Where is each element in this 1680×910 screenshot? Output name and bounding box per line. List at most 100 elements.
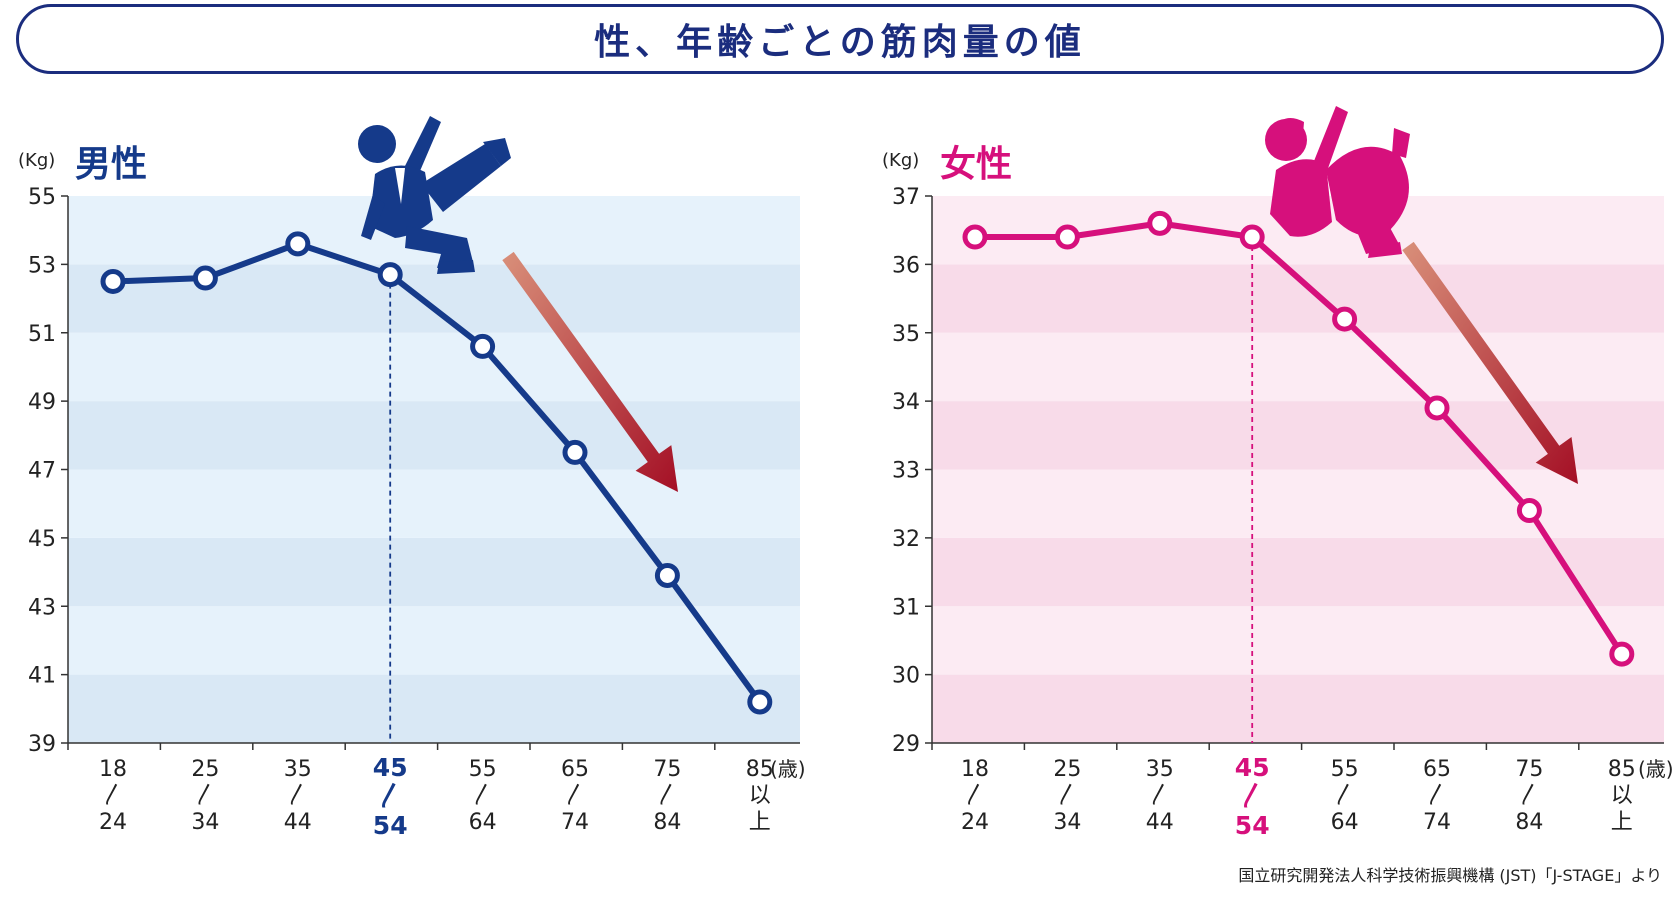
x-tick-label: 24	[961, 810, 989, 835]
x-tick-label: 35	[284, 757, 312, 782]
x-tick-label: 84	[653, 810, 681, 835]
x-tick-label: 65	[1423, 757, 1451, 782]
x-tick-label: 25	[191, 757, 219, 782]
x-tick-label: 34	[1053, 810, 1081, 835]
x-tick-label: 〳	[656, 783, 678, 808]
data-point	[654, 562, 680, 588]
x-tick-label: 〳	[1334, 783, 1356, 808]
x-tick-label: 84	[1515, 810, 1543, 835]
y-tick-label: 53	[28, 253, 56, 278]
data-point	[192, 265, 218, 291]
y-tick-label: 51	[28, 322, 56, 347]
x-tick-label-highlight: 〳	[378, 781, 403, 810]
x-tick-label: 18	[99, 757, 127, 782]
plot-band	[932, 469, 1664, 538]
falling-woman-icon	[1265, 106, 1410, 258]
source-note: 国立研究開発法人科学技術振興機構 (JST)「J-STAGE」より	[1238, 866, 1662, 885]
x-tick-label: 〳	[287, 783, 309, 808]
falling-man-icon	[358, 116, 511, 274]
x-tick-label-highlight: 54	[373, 811, 408, 840]
x-tick-label: 〳	[194, 783, 216, 808]
plot-band	[68, 469, 800, 538]
x-tick-label: 65	[561, 757, 589, 782]
chart-panel-title: 女性	[940, 144, 1012, 185]
data-point	[1239, 224, 1265, 250]
x-tick-label: 18	[961, 757, 989, 782]
series-line	[112, 240, 763, 704]
x-tick-label: 25	[1053, 757, 1081, 782]
y-tick-label: 32	[892, 527, 920, 552]
x-tick-label: 以	[1611, 783, 1633, 808]
data-point	[470, 333, 496, 359]
plot-band	[68, 537, 800, 607]
x-tick-label: 〳	[472, 783, 494, 808]
data-point	[747, 689, 773, 715]
x-tick-label: 〳	[1518, 783, 1540, 808]
x-tick-label: 55	[1331, 757, 1359, 782]
y-tick-label: 36	[892, 253, 920, 278]
down-arrow-icon	[502, 251, 678, 492]
x-tick-label: 44	[284, 810, 312, 835]
x-tick-label: 〳	[1056, 783, 1078, 808]
page-title: 性、年齢ごとの筋肉量の値	[594, 22, 1086, 63]
y-tick-label: 35	[892, 322, 920, 347]
y-tick-label: 45	[28, 527, 56, 552]
x-tick-label: 64	[1331, 810, 1359, 835]
x-tick-label: 55	[469, 757, 497, 782]
x-tick-label-highlight: 45	[1235, 753, 1270, 782]
plot-band	[932, 537, 1664, 607]
plot-band	[68, 332, 800, 402]
x-tick-label: 74	[561, 810, 589, 835]
chart-panel-title: 男性	[75, 144, 147, 185]
y-tick-label: 30	[892, 664, 920, 689]
y-tick-label: 39	[28, 732, 56, 757]
x-tick-label: 35	[1146, 757, 1174, 782]
data-point	[285, 231, 311, 257]
x-tick-label: 75	[1515, 757, 1543, 782]
plot-band	[932, 674, 1664, 743]
down-arrow-icon	[1402, 241, 1578, 484]
plot-band	[68, 606, 800, 675]
data-point	[1332, 306, 1358, 332]
data-point	[562, 439, 588, 465]
x-tick-label-highlight: 45	[373, 753, 408, 782]
data-point	[377, 262, 403, 288]
y-tick-label: 37	[892, 185, 920, 210]
x-tick-label-highlight: 54	[1235, 811, 1270, 840]
x-tick-label: 64	[469, 810, 497, 835]
y-tick-label: 47	[28, 459, 56, 484]
title-banner: 性、年齢ごとの筋肉量の値	[16, 4, 1664, 74]
x-tick-label: 34	[191, 810, 219, 835]
x-tick-label-highlight: 〳	[1240, 781, 1265, 810]
x-tick-label: 〳	[102, 783, 124, 808]
x-tick-label: 上	[749, 810, 771, 835]
data-point	[962, 224, 988, 250]
x-tick-label: 75	[653, 757, 681, 782]
plot-band	[932, 332, 1664, 402]
plot-band	[68, 264, 800, 333]
x-tick-label: 85	[1608, 757, 1636, 782]
plot-band	[932, 606, 1664, 675]
data-point	[1147, 210, 1173, 236]
y-axis-unit: (Kg)	[882, 150, 919, 171]
x-axis-unit: (歳)	[1638, 757, 1674, 781]
data-point	[1609, 641, 1635, 667]
series-line	[975, 220, 1625, 656]
y-tick-label: 55	[28, 185, 56, 210]
y-tick-label: 34	[892, 390, 920, 415]
x-tick-label: 〳	[1149, 783, 1171, 808]
data-point	[100, 268, 126, 294]
x-tick-label: 上	[1611, 810, 1633, 835]
y-axis-unit: (Kg)	[18, 150, 55, 171]
data-point	[1424, 395, 1450, 421]
x-tick-label: 24	[99, 810, 127, 835]
plot-band	[68, 196, 800, 265]
x-tick-label: 〳	[564, 783, 586, 808]
data-point	[1516, 498, 1542, 524]
y-tick-label: 43	[28, 595, 56, 620]
x-tick-label: 74	[1423, 810, 1451, 835]
chart-men: 39414345474951535518〳2425〳3435〳4445〳5455…	[18, 144, 806, 840]
x-tick-label: 以	[749, 783, 771, 808]
y-tick-label: 41	[28, 664, 56, 689]
x-tick-label: 〳	[1426, 783, 1448, 808]
